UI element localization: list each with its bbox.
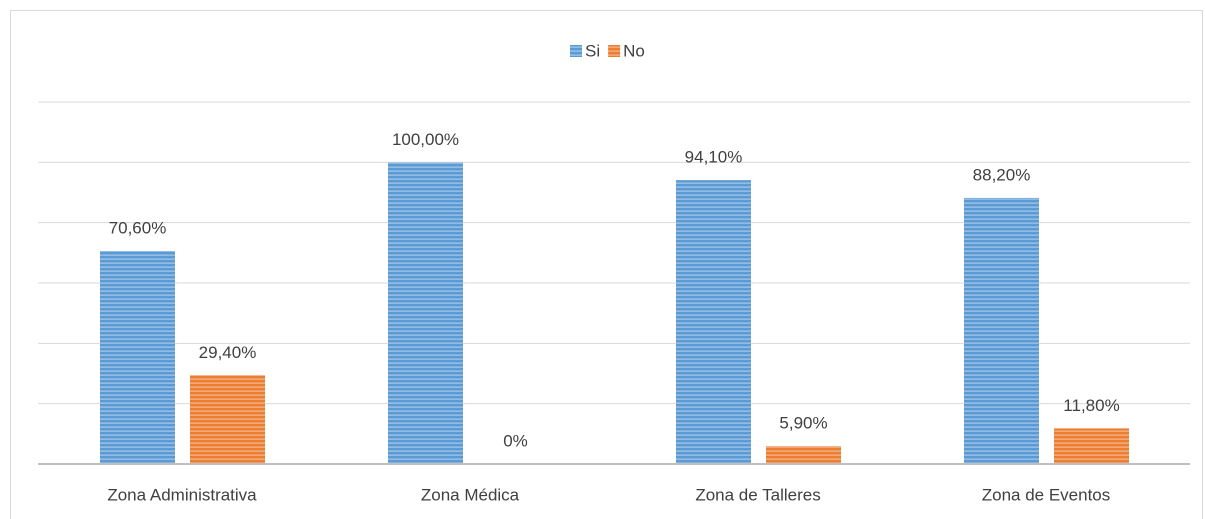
bar — [388, 162, 463, 465]
x-tick-label: Zona Administrativa — [107, 485, 257, 504]
bar — [964, 197, 1039, 464]
x-tick-label: Zona de Talleres — [695, 485, 820, 504]
legend-label: No — [623, 41, 645, 60]
data-label: 11,80% — [1063, 396, 1119, 415]
data-label: 94,10% — [685, 148, 743, 167]
data-label: 5,90% — [779, 414, 827, 433]
legend-label: Si — [585, 41, 600, 60]
data-label: 0% — [503, 431, 528, 450]
bar — [766, 446, 841, 464]
data-label: 29,40% — [199, 343, 257, 362]
x-tick-label: Zona de Eventos — [982, 485, 1111, 504]
data-label: 88,20% — [973, 165, 1031, 184]
x-tick-label: Zona Médica — [421, 485, 520, 504]
data-label: 70,60% — [109, 219, 167, 238]
bar — [676, 180, 751, 465]
legend-swatch — [608, 45, 621, 57]
bar — [190, 375, 265, 464]
data-label: 100,00% — [392, 130, 459, 149]
legend-swatch — [570, 45, 582, 57]
bar — [100, 251, 175, 464]
bar — [1054, 428, 1129, 464]
